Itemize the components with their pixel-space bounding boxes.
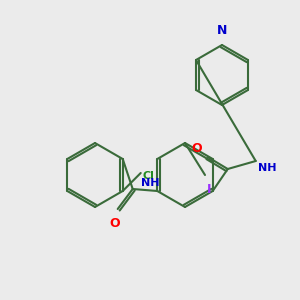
Text: O: O xyxy=(110,217,120,230)
Text: NH: NH xyxy=(258,163,276,173)
Text: N: N xyxy=(217,24,227,37)
Text: O: O xyxy=(191,142,202,155)
Text: Cl: Cl xyxy=(143,171,154,181)
Text: I: I xyxy=(207,183,211,196)
Text: NH: NH xyxy=(141,178,159,188)
